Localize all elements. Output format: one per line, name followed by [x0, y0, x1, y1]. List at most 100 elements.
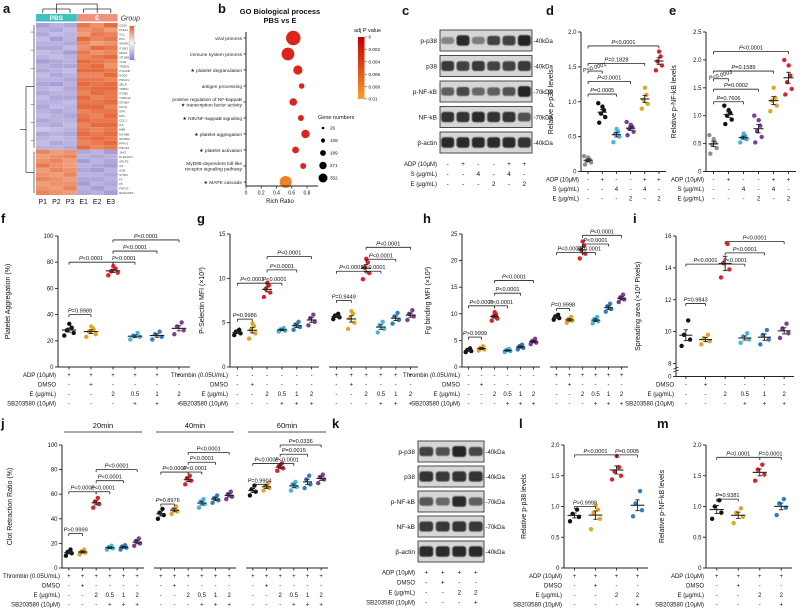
condition-label: DMSO [38, 383, 56, 389]
heatmap-cell [36, 45, 50, 51]
blot-band [452, 471, 467, 482]
heatmap-cell [90, 41, 104, 46]
condition-value: + [643, 178, 647, 184]
y-tick-label: 1.0 [551, 505, 560, 511]
condition-value: 4 [742, 187, 746, 193]
heatmap-cell [49, 95, 64, 100]
condition-value: + [594, 574, 598, 580]
blot-band [435, 497, 450, 506]
panel-i: i 0 8 10 12 14 16 Spreading area (×10³ Pixels) P… [625, 210, 800, 415]
gene-label: VCL [119, 33, 125, 37]
y-axis-label: Relative p-p38 levels [548, 69, 555, 134]
heatmap-cell [63, 109, 77, 114]
data-point [788, 73, 793, 78]
condition-value: 2 [523, 181, 527, 188]
condition-value: - [279, 584, 281, 590]
pvalue-label: P<0.0001 [369, 253, 393, 259]
heatmap-cell [90, 32, 104, 37]
heatmap-cell [36, 50, 50, 55]
condition-value: - [493, 161, 495, 168]
blot-svg: c p-p38 -40kDa p38 -40kDa p-NF-kB -70kDa NF-kB -… [402, 3, 554, 188]
heatmap-cell [104, 99, 118, 105]
heatmap-cell [49, 63, 64, 69]
condition-value: + [607, 373, 611, 379]
condition-value: - [236, 392, 238, 398]
blot-band [487, 137, 501, 148]
condition-value: - [442, 590, 444, 597]
heatmap-cell [76, 154, 91, 159]
blot-band [456, 61, 470, 71]
data-points-group [261, 280, 273, 300]
blot-band [452, 496, 467, 507]
data-point [150, 337, 155, 342]
data-points-group [84, 324, 98, 340]
condition-value: 1 [122, 593, 126, 599]
blot-box [439, 55, 533, 77]
data-point [642, 85, 648, 91]
condition-value: 0.5 [741, 392, 750, 398]
heatmap-cell [49, 81, 64, 87]
data-point [214, 493, 220, 498]
heatmap-cell [36, 23, 50, 28]
condition-value: - [82, 593, 84, 599]
condition-value: - [458, 600, 460, 607]
go-dot [292, 146, 299, 154]
condition-value: - [307, 584, 309, 590]
data-point [187, 473, 193, 478]
data-point [600, 104, 605, 109]
data-points-group [172, 320, 186, 337]
data-point [740, 514, 746, 520]
heatmap-cell [36, 190, 50, 195]
heatmap-cell [63, 27, 77, 33]
data-point [687, 337, 693, 342]
condition-value: - [350, 402, 352, 408]
gene-label: F5 [119, 182, 123, 186]
data-point [265, 280, 270, 285]
blot-band [419, 546, 434, 557]
pvalue-label: P=0.9904 [248, 478, 272, 484]
condition-label: SB203580 (10μM) [7, 402, 56, 408]
y-tick-label: 0.5 [693, 535, 702, 541]
blot-band [468, 497, 483, 506]
scatter-svg: l 0 0.5 1.0 1.5 2.0 Relative p-p38 levels P>0.9… [513, 416, 648, 609]
pvalue-label: P<0.0001 [726, 451, 750, 457]
heatmap-colorbar [129, 25, 135, 61]
blot-band [517, 35, 531, 46]
data-point [293, 479, 298, 485]
heatmap-cell [76, 45, 91, 51]
condition-value: - [468, 373, 470, 379]
blot-box [439, 106, 533, 128]
blot-band [441, 87, 455, 96]
condition-value: - [507, 383, 509, 389]
heatmap-cell [63, 50, 77, 55]
data-points-group [782, 57, 794, 97]
gene-label: STOM [119, 173, 128, 177]
blot-band [502, 111, 516, 123]
y-tick-label: 0 [573, 170, 577, 176]
condition-value: + [594, 584, 598, 590]
data-points-group [611, 126, 622, 145]
data-point [296, 319, 301, 324]
condition-value: - [744, 383, 746, 389]
condition-value: 4 [643, 187, 647, 193]
pvalue-label: P>0.9999 [64, 528, 88, 534]
condition-value: 4 [477, 171, 481, 178]
data-point [712, 504, 717, 509]
blot-band [452, 546, 467, 557]
data-point [753, 140, 758, 145]
data-point [774, 103, 779, 108]
blot-band [468, 471, 483, 482]
heatmap-cell [104, 163, 118, 168]
condition-value: - [788, 187, 790, 193]
y-tick-label: 0 [668, 375, 672, 381]
heatmap-cell [49, 172, 64, 177]
data-point [202, 501, 207, 507]
condition-value: + [506, 402, 510, 408]
condition-value: - [252, 584, 254, 590]
heatmap-cell [90, 50, 104, 55]
condition-value: 4 [615, 187, 619, 193]
y-tick-label: 0 [556, 566, 560, 572]
data-point [760, 462, 765, 467]
row-dendrogram [20, 25, 35, 193]
